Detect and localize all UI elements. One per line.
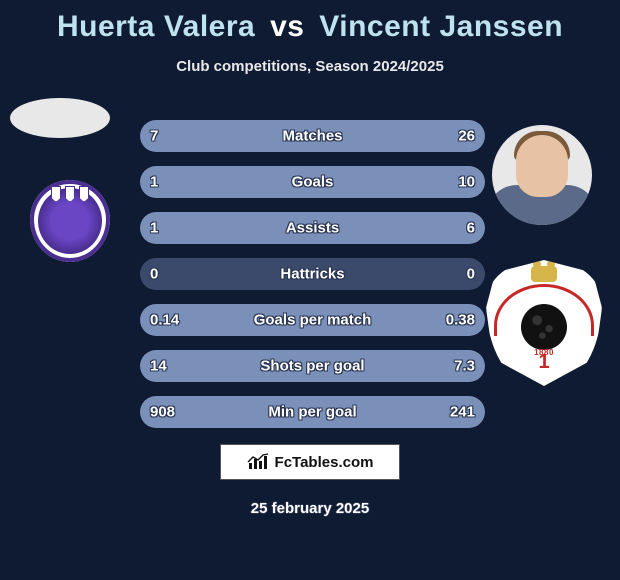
brand-text: FcTables.com [275, 454, 374, 471]
stat-value-left: 0 [150, 266, 158, 283]
page-title: Huerta Valera vs Vincent Janssen [0, 0, 620, 44]
bar-fill-right [213, 120, 485, 152]
anderlecht-crest [30, 180, 110, 262]
vs-word: vs [270, 10, 304, 43]
avatar-head [516, 135, 568, 197]
player2-name: Vincent Janssen [319, 10, 563, 43]
stat-value-left: 7 [150, 128, 158, 145]
stat-label: Goals [292, 174, 334, 191]
stat-value-left: 1 [150, 220, 158, 237]
stat-value-right: 241 [450, 404, 475, 421]
player1-crest [30, 180, 110, 262]
stat-row: 0.14 0.38 Goals per match [140, 304, 485, 336]
stats-area: 7 26 Matches 1 10 Goals 1 6 Assists 0 0 Hattricks 0.… [140, 120, 485, 442]
stat-label: Min per goal [268, 404, 356, 421]
stat-label: Goals per match [254, 312, 372, 329]
brand-chart-icon [247, 453, 269, 471]
stat-value-right: 7.3 [454, 358, 475, 375]
stat-row: 0 0 Hattricks [140, 258, 485, 290]
stat-row: 14 7.3 Shots per goal [140, 350, 485, 382]
brand-box: FcTables.com [220, 444, 400, 480]
stat-value-left: 1 [150, 174, 158, 191]
stat-row: 1 10 Goals [140, 166, 485, 198]
stat-label: Matches [282, 128, 342, 145]
crest-ball [521, 304, 567, 350]
stat-row: 7 26 Matches [140, 120, 485, 152]
stat-label: Assists [286, 220, 339, 237]
antwerp-crest: 1880 1 [486, 260, 602, 386]
stat-value-left: 14 [150, 358, 167, 375]
stat-value-right: 6 [467, 220, 475, 237]
player2-avatar [492, 125, 592, 225]
stat-value-right: 26 [458, 128, 475, 145]
stat-row: 908 241 Min per goal [140, 396, 485, 428]
stat-value-left: 908 [150, 404, 175, 421]
crest-number: 1 [538, 351, 549, 374]
bar-fill-left [140, 212, 189, 244]
stat-label: Shots per goal [260, 358, 364, 375]
crest-crown [531, 266, 557, 282]
stat-label: Hattricks [280, 266, 344, 283]
stat-value-left: 0.14 [150, 312, 179, 329]
player2-crest: 1880 1 [486, 260, 602, 386]
stat-row: 1 6 Assists [140, 212, 485, 244]
player1-avatar [10, 98, 110, 138]
date-text: 25 february 2025 [251, 500, 369, 517]
crest-flags [51, 186, 89, 202]
player1-name: Huerta Valera [57, 10, 255, 43]
subtitle: Club competitions, Season 2024/2025 [0, 58, 620, 75]
stat-value-right: 0 [467, 266, 475, 283]
stat-value-right: 0.38 [446, 312, 475, 329]
stat-value-right: 10 [458, 174, 475, 191]
